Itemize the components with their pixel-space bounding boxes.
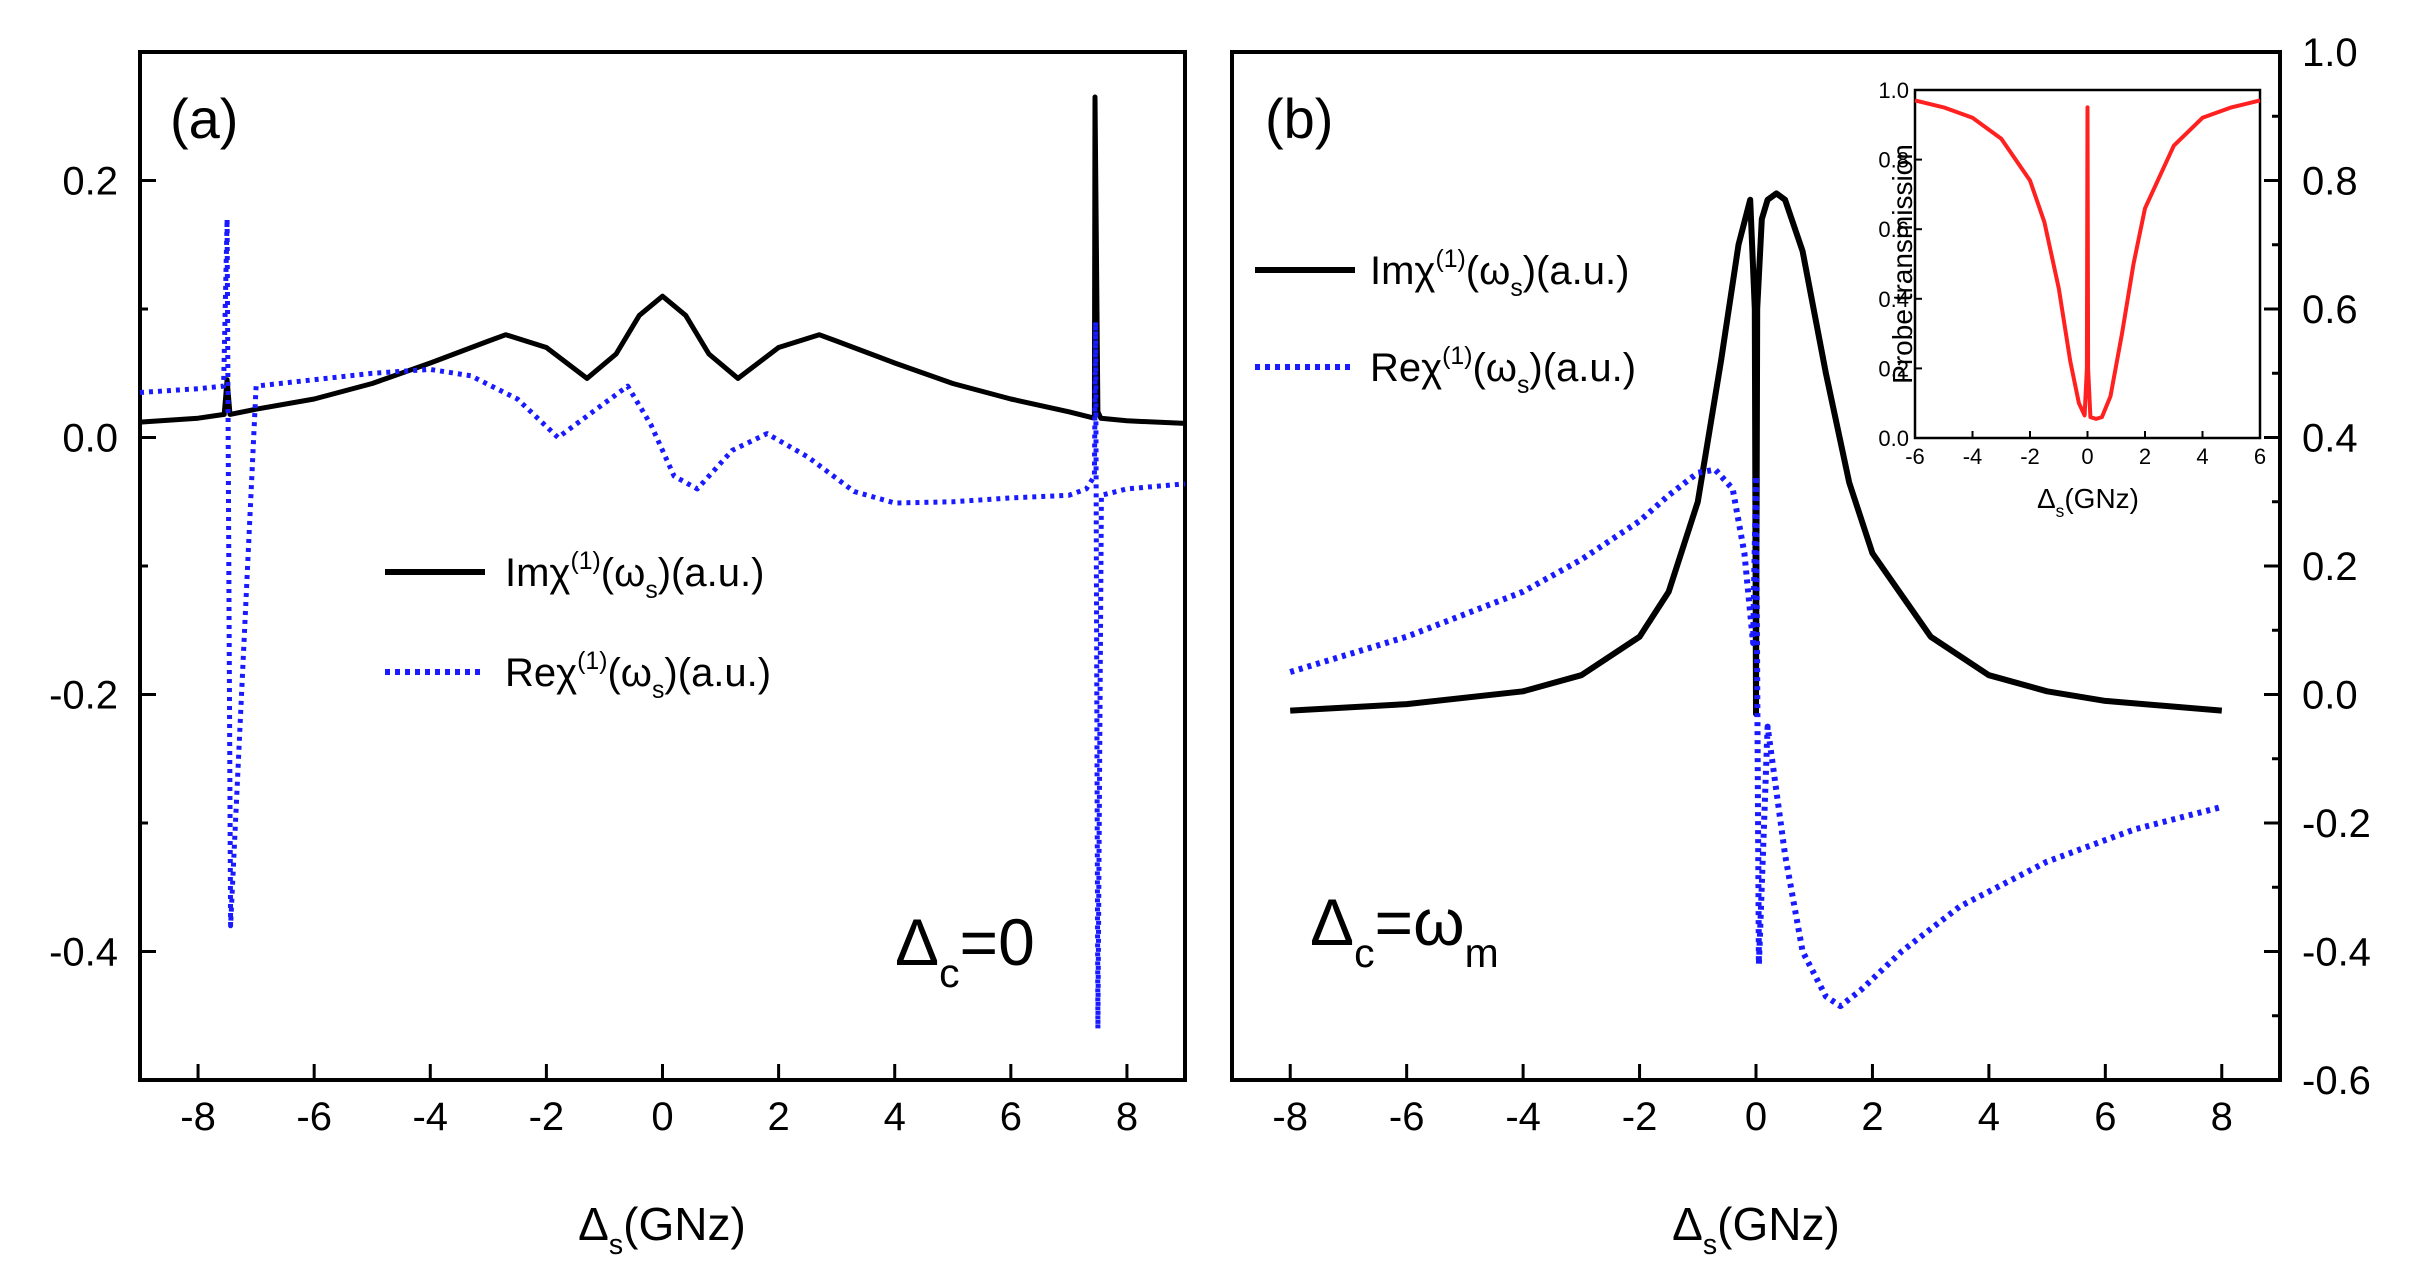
inset-y-tick-label: 0.0 bbox=[1878, 426, 1909, 451]
inset-y-tick-label: 0.8 bbox=[1878, 148, 1909, 173]
inset-x-tick-label: 6 bbox=[2254, 444, 2266, 469]
panel-b-y-tick-label: 0.6 bbox=[2302, 288, 2358, 332]
panel-b-x-tick-label: -6 bbox=[1389, 1095, 1425, 1139]
inset-x-tick-label: 4 bbox=[2196, 444, 2208, 469]
panel-b-y-tick-label: 0.0 bbox=[2302, 674, 2358, 718]
inset-y-ticks: 0.0 0.2 0.4 0.6 0.8 1.0 bbox=[1878, 78, 1922, 451]
inset-x-axis-label: Δs(GNz) bbox=[2037, 483, 2139, 521]
panel-b-x-tick-label: 0 bbox=[1745, 1095, 1767, 1139]
panel-b-x-tick-label: -4 bbox=[1505, 1095, 1541, 1139]
panel-b-series-im-line bbox=[1290, 190, 2223, 717]
inset-y-tick-label: 0.4 bbox=[1878, 287, 1909, 312]
panel-b-y-ticks: -0.6 -0.4 -0.2 0.0 0.2 0.4 0.6 0.8 1.0 bbox=[2264, 31, 2371, 1103]
panel-a-label: (a) bbox=[170, 87, 238, 150]
panel-a-x-tick-label: 0 bbox=[651, 1095, 673, 1139]
panel-b-x-tick-label: 6 bbox=[2094, 1095, 2116, 1139]
inset-y-tick-label: 1.0 bbox=[1878, 78, 1909, 103]
inset-y-axis-label: Probe transmission bbox=[1887, 144, 1918, 384]
panel-b-y-tick-label: -0.4 bbox=[2302, 931, 2371, 975]
panel-b-x-tick-label: -2 bbox=[1622, 1095, 1658, 1139]
panel-b-x-tick-label: 2 bbox=[1861, 1095, 1883, 1139]
inset-series-line-line bbox=[1914, 98, 2261, 421]
panel-a-series-im-line bbox=[139, 94, 1186, 426]
panel-a-legend-re-label: Reχ(1)(ωs)(a.u.) bbox=[505, 648, 771, 704]
inset-x-tick-label: -2 bbox=[2020, 444, 2040, 469]
panel-b-legend-re-label: Reχ(1)(ωs)(a.u.) bbox=[1370, 343, 1636, 399]
panel-a-y-tick-label: -0.2 bbox=[49, 674, 118, 718]
inset-x-tick-label: 2 bbox=[2139, 444, 2151, 469]
panel-a-x-tick-label: 8 bbox=[1116, 1095, 1138, 1139]
panel-b-chart: -8 -6 -4 -2 0 2 4 6 8 -0.6-0.4-0.20.00.20.40.60.… bbox=[1230, 31, 2371, 1261]
panel-a-x-tick-label: -4 bbox=[412, 1095, 448, 1139]
panel-b-y-tick-label: 1.0 bbox=[2302, 31, 2358, 75]
panel-b-y-tick-label: -0.6 bbox=[2302, 1059, 2371, 1103]
panel-a-x-tick-label: -6 bbox=[296, 1095, 332, 1139]
panel-a-x-tick-label: 6 bbox=[1000, 1095, 1022, 1139]
panel-b-legend-im-label: Imχ(1)(ωs)(a.u.) bbox=[1370, 246, 1629, 302]
panel-b-y-tick-label: 0.2 bbox=[2302, 545, 2358, 589]
panel-b-label: (b) bbox=[1265, 87, 1333, 150]
panel-b-legend: Imχ(1)(ωs)(a.u.) Reχ(1)(ωs)(a.u.) bbox=[1255, 246, 1636, 399]
panel-a-x-tick-label: -2 bbox=[529, 1095, 565, 1139]
panel-b-x-ticks: -8 -6 -4 -2 0 2 4 6 8 bbox=[1272, 1064, 2233, 1139]
panel-a-x-axis-label: Δs(GNz) bbox=[578, 1198, 746, 1261]
panel-a-annotation: Δc=0 bbox=[895, 905, 1035, 996]
panel-a-x-ticks: -8 -6 -4 -2 0 2 4 6 8 bbox=[180, 1064, 1138, 1139]
panel-a-series bbox=[139, 94, 1186, 1032]
panel-b-y-tick-label: 0.4 bbox=[2302, 417, 2358, 461]
panel-b-x-axis-label: Δs(GNz) bbox=[1672, 1198, 1840, 1261]
panel-b-series-re-line bbox=[1289, 466, 2223, 1010]
panel-b-y-tick-label: -0.2 bbox=[2302, 802, 2371, 846]
panel-a-x-tick-label: 4 bbox=[884, 1095, 906, 1139]
inset-series bbox=[1914, 98, 2261, 421]
inset-x-tick-label: -6 bbox=[1905, 444, 1925, 469]
panel-a-y-ticks: -0.4 -0.2 0.0 0.2 bbox=[49, 50, 156, 1082]
inset-x-tick-label: 0 bbox=[2081, 444, 2093, 469]
panel-a-x-tick-label: -8 bbox=[180, 1095, 216, 1139]
inset-x-tick-label: -4 bbox=[1963, 444, 1983, 469]
inset-y-tick-label: 0.6 bbox=[1878, 217, 1909, 242]
panel-a-x-tick-label: 2 bbox=[767, 1095, 789, 1139]
panel-a-y-tick-label: 0.0 bbox=[62, 417, 118, 461]
panel-b-x-tick-label: -8 bbox=[1272, 1095, 1308, 1139]
panel-a-legend: Imχ(1)(ωs)(a.u.) Reχ(1)(ωs)(a.u.) bbox=[385, 548, 771, 704]
panel-a-legend-im-label: Imχ(1)(ωs)(a.u.) bbox=[505, 548, 764, 604]
inset-y-tick-label: 0.2 bbox=[1878, 356, 1909, 381]
panel-b-y-tick-label: 0.8 bbox=[2302, 160, 2358, 204]
panel-b-x-tick-label: 4 bbox=[1978, 1095, 2000, 1139]
inset-chart: -6 -4 -2 0 2 4 6 0.0 0.2 0.4 0.6 0.8 1.0 Probe tran… bbox=[1878, 78, 2266, 521]
panel-a-y-tick-label: 0.2 bbox=[62, 160, 118, 204]
panel-a-chart: -8 -6 -4 -2 0 2 4 6 8 -0.4 -0.2 0.0 0.2 (a) Imχ(1)(… bbox=[49, 50, 1187, 1261]
panel-b-annotation: Δc=ωm bbox=[1310, 885, 1499, 976]
panel-b-series bbox=[1289, 190, 2223, 1010]
panel-a-y-tick-label: -0.4 bbox=[49, 931, 118, 975]
inset-x-ticks: -6 -4 -2 0 2 4 6 bbox=[1905, 431, 2266, 469]
panel-b-x-tick-label: 8 bbox=[2211, 1095, 2233, 1139]
